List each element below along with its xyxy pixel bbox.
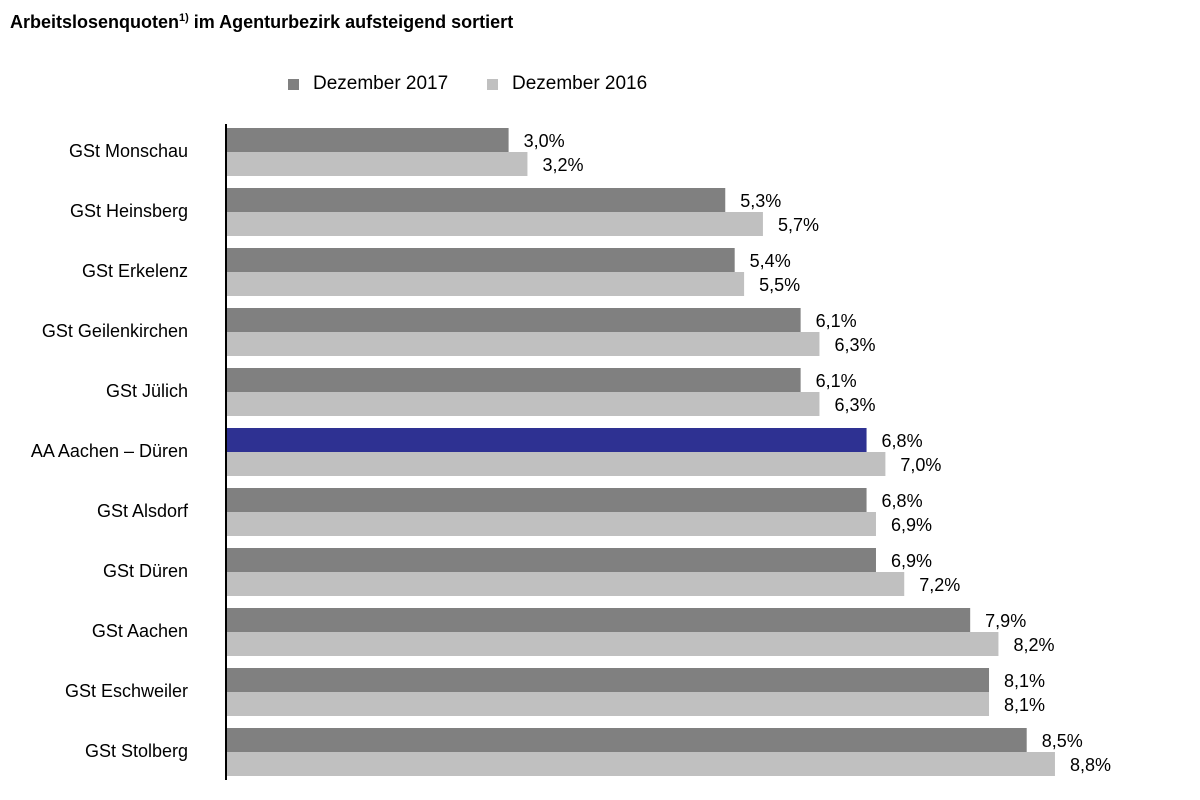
value-label-gst-erkelenz-dezember-2017: 5,4% — [750, 251, 791, 271]
bar-gst-alsdorf-dezember-2016 — [226, 512, 876, 536]
legend-swatch-dezember-2017 — [288, 78, 299, 90]
value-label-gst-geilenkirchen-dezember-2016: 6,3% — [834, 335, 875, 355]
value-label-gst-aachen-dezember-2017: 7,9% — [985, 611, 1026, 631]
bar-gst-juelich-dezember-2016 — [226, 392, 820, 416]
value-label-gst-juelich-dezember-2016: 6,3% — [834, 395, 875, 415]
bar-gst-monschau-dezember-2017 — [226, 128, 509, 152]
bar-gst-eschweiler-dezember-2017 — [226, 668, 990, 692]
value-label-gst-monschau-dezember-2016: 3,2% — [542, 155, 583, 175]
value-label-gst-erkelenz-dezember-2016: 5,5% — [759, 275, 800, 295]
category-label-gst-dueren: GSt Düren — [103, 561, 188, 581]
bar-aa-aachen-dueren-dezember-2017 — [226, 428, 867, 452]
legend-item-dezember-2016: Dezember 2016 — [487, 72, 647, 96]
chart-title: Arbeitslosenquoten1) im Agenturbezirk au… — [10, 12, 513, 33]
category-label-gst-geilenkirchen: GSt Geilenkirchen — [42, 321, 188, 341]
category-label-gst-monschau: GSt Monschau — [69, 141, 188, 161]
value-label-gst-eschweiler-dezember-2017: 8,1% — [1004, 671, 1045, 691]
bar-gst-dueren-dezember-2016 — [226, 572, 905, 596]
category-label-gst-aachen: GSt Aachen — [92, 621, 188, 641]
chart-legend: Dezember 2017 Dezember 2016 — [0, 72, 1200, 96]
value-label-gst-eschweiler-dezember-2016: 8,1% — [1004, 695, 1045, 715]
category-label-gst-alsdorf: GSt Alsdorf — [97, 501, 189, 521]
chart-title-rest: im Agenturbezirk aufsteigend sortiert — [188, 12, 514, 32]
chart-title-main: Arbeitslosenquoten — [10, 12, 180, 32]
bar-gst-erkelenz-dezember-2016 — [226, 272, 745, 296]
bar-gst-stolberg-dezember-2016 — [226, 752, 1055, 776]
category-label-gst-heinsberg: GSt Heinsberg — [70, 201, 188, 221]
bar-gst-juelich-dezember-2017 — [226, 368, 801, 392]
value-label-gst-geilenkirchen-dezember-2017: 6,1% — [816, 311, 857, 331]
bar-gst-aachen-dezember-2017 — [226, 608, 971, 632]
value-label-aa-aachen-dueren-dezember-2017: 6,8% — [882, 431, 923, 451]
bar-gst-geilenkirchen-dezember-2017 — [226, 308, 801, 332]
category-label-gst-erkelenz: GSt Erkelenz — [82, 261, 188, 281]
bar-gst-eschweiler-dezember-2016 — [226, 692, 990, 716]
chart-title-footnote: 1) — [179, 12, 189, 24]
value-label-gst-heinsberg-dezember-2017: 5,3% — [740, 191, 781, 211]
bar-gst-geilenkirchen-dezember-2016 — [226, 332, 820, 356]
value-label-gst-stolberg-dezember-2016: 8,8% — [1070, 755, 1111, 775]
bar-gst-monschau-dezember-2016 — [226, 152, 528, 176]
legend-item-dezember-2017: Dezember 2017 — [288, 72, 448, 96]
value-label-gst-dueren-dezember-2016: 7,2% — [919, 575, 960, 595]
value-label-gst-juelich-dezember-2017: 6,1% — [816, 371, 857, 391]
legend-swatch-dezember-2016 — [487, 78, 498, 90]
legend-label-dezember-2016: Dezember 2016 — [512, 73, 648, 94]
category-label-gst-eschweiler: GSt Eschweiler — [65, 681, 188, 701]
value-label-gst-alsdorf-dezember-2017: 6,8% — [882, 491, 923, 511]
bar-gst-alsdorf-dezember-2017 — [226, 488, 867, 512]
value-label-gst-monschau-dezember-2017: 3,0% — [524, 131, 565, 151]
value-label-gst-aachen-dezember-2016: 8,2% — [1013, 635, 1054, 655]
value-label-gst-heinsberg-dezember-2016: 5,7% — [778, 215, 819, 235]
value-label-aa-aachen-dueren-dezember-2016: 7,0% — [900, 455, 941, 475]
category-label-gst-juelich: GSt Jülich — [106, 381, 188, 401]
bar-gst-dueren-dezember-2017 — [226, 548, 876, 572]
value-label-gst-dueren-dezember-2017: 6,9% — [891, 551, 932, 571]
bar-gst-stolberg-dezember-2017 — [226, 728, 1027, 752]
bar-aa-aachen-dueren-dezember-2016 — [226, 452, 886, 476]
value-label-gst-stolberg-dezember-2017: 8,5% — [1042, 731, 1083, 751]
category-label-aa-aachen-dueren: AA Aachen – Düren — [31, 441, 188, 461]
bar-gst-aachen-dezember-2016 — [226, 632, 999, 656]
legend-label-dezember-2017: Dezember 2017 — [313, 73, 449, 94]
category-label-gst-stolberg: GSt Stolberg — [85, 741, 188, 761]
bar-gst-heinsberg-dezember-2016 — [226, 212, 763, 236]
bar-gst-erkelenz-dezember-2017 — [226, 248, 735, 272]
bar-gst-heinsberg-dezember-2017 — [226, 188, 726, 212]
value-label-gst-alsdorf-dezember-2016: 6,9% — [891, 515, 932, 535]
